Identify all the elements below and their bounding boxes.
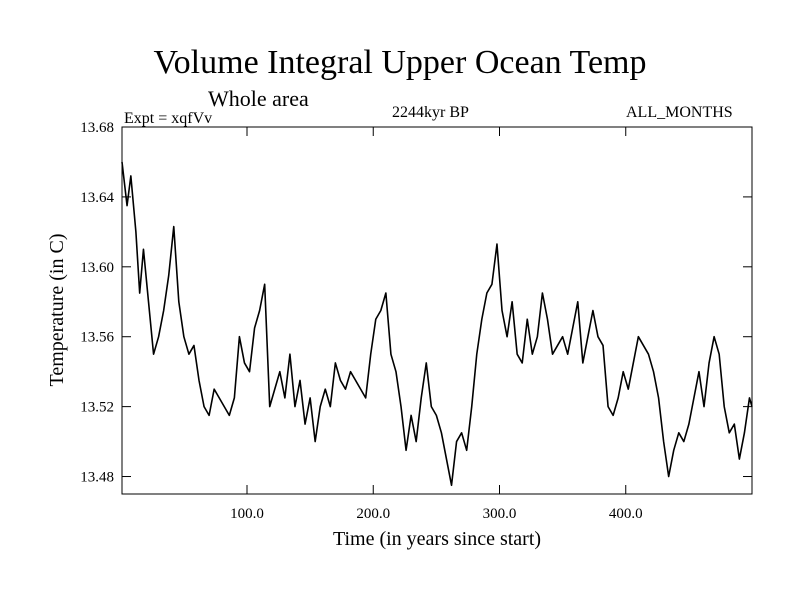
x-tick-label: 300.0 — [483, 506, 517, 522]
y-tick-label: 13.64 — [80, 190, 114, 206]
chart-subtitle: Whole area — [208, 86, 309, 111]
chart-title: Volume Integral Upper Ocean Temp — [153, 44, 647, 81]
y-tick-label: 13.60 — [80, 260, 114, 276]
plot-frame — [121, 126, 753, 495]
x-axis: 100.0 200.0 300.0 400.0 — [230, 127, 643, 522]
y-axis: 13.48 13.52 13.56 13.60 13.64 13.68 — [80, 120, 752, 486]
y-tick-label: 13.68 — [80, 120, 114, 136]
x-tick-label: 100.0 — [230, 506, 264, 522]
months-label: ALL_MONTHS — [626, 104, 733, 121]
series-line — [121, 161, 753, 487]
y-tick-label: 13.56 — [80, 330, 114, 346]
experiment-label: Expt = xqfVv — [124, 110, 213, 127]
x-axis-label: Time (in years since start) — [333, 528, 541, 550]
y-tick-label: 13.52 — [80, 400, 114, 416]
x-tick-label: 400.0 — [609, 506, 643, 522]
period-label: 2244kyr BP — [392, 104, 469, 121]
y-axis-label: Temperature (in C) — [46, 234, 68, 387]
y-tick-label: 13.48 — [80, 470, 114, 486]
x-tick-label: 200.0 — [356, 506, 390, 522]
